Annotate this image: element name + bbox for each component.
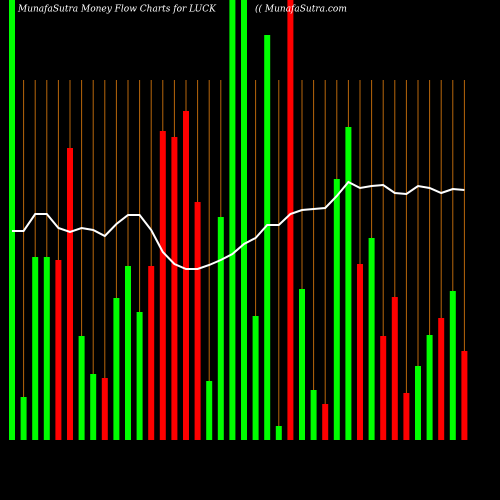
bar (391, 297, 398, 440)
bar (287, 0, 294, 440)
bar (78, 336, 85, 440)
bar (252, 316, 259, 440)
bar (171, 137, 178, 440)
chart-subtitle: (( MunafaSutra.com (255, 4, 347, 15)
bar (55, 260, 62, 440)
bar (264, 35, 271, 440)
bar (183, 111, 189, 440)
bar (90, 374, 97, 440)
bar (368, 238, 375, 440)
bar (241, 0, 247, 440)
bar (67, 148, 73, 440)
bar (125, 266, 131, 440)
bar (194, 202, 201, 440)
bar (310, 390, 317, 440)
bar (345, 127, 352, 440)
bar (20, 397, 27, 440)
bar (322, 404, 329, 440)
bar (333, 179, 340, 440)
bar (217, 217, 224, 440)
bar (113, 298, 120, 440)
bar (229, 0, 236, 440)
bar (9, 0, 15, 440)
bar (275, 426, 282, 440)
bar (148, 266, 155, 440)
bar (159, 131, 166, 440)
bar (449, 291, 456, 440)
bar (43, 257, 50, 440)
bar (438, 318, 445, 440)
bar (32, 257, 39, 440)
bar (101, 378, 108, 440)
chart-title: MunafaSutra Money Flow Charts for LUCK (17, 5, 217, 15)
bar (206, 381, 213, 440)
bar (415, 366, 421, 440)
bar (426, 335, 433, 440)
bar (299, 289, 305, 440)
bar (380, 336, 387, 440)
bar (403, 393, 410, 440)
bar (136, 312, 143, 440)
bar (357, 264, 363, 440)
bar (461, 351, 468, 440)
money-flow-line (12, 180, 465, 270)
